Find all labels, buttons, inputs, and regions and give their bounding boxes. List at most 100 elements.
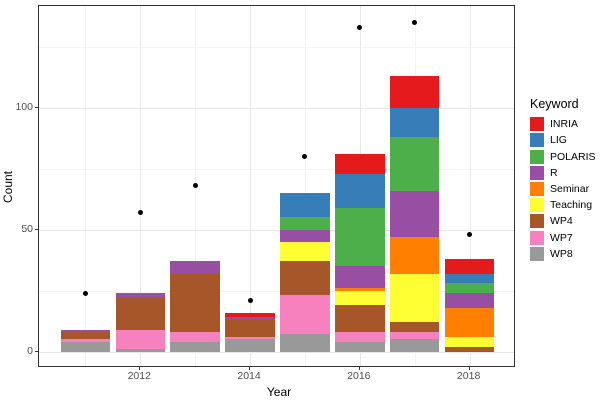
bar-segment-r-2018: [444, 293, 495, 308]
legend-label: INRIA: [550, 118, 579, 131]
x-tick: [139, 367, 141, 370]
bar-segment-wp7-2013: [170, 332, 220, 342]
legend-label: WP4: [550, 215, 573, 228]
gridline-x-major: [469, 6, 471, 366]
bar-segment-wp4-2016: [335, 305, 385, 333]
legend-label: POLARIS: [550, 150, 596, 163]
x-tick: [468, 367, 470, 370]
bar-segment-polaris-2016: [335, 207, 385, 267]
bar-segment-inria-2016: [335, 154, 385, 174]
x-tick-label: 2018: [456, 370, 481, 382]
legend-label: WP8: [550, 247, 573, 260]
bar-segment-r-2015: [280, 229, 330, 242]
legend-item-seminar: Seminar: [530, 182, 600, 197]
x-tick: [358, 367, 360, 370]
bar-segment-wp4-2018: [444, 346, 495, 352]
gridline-y-minor: [39, 46, 514, 48]
bar-segment-wp7-2017: [390, 332, 440, 340]
legend-label: WP7: [550, 231, 573, 244]
gridline-y-major: [39, 351, 514, 353]
bar-segment-wp8-2012: [115, 349, 165, 352]
bar-segment-inria-2017: [390, 76, 440, 108]
bar-segment-lig-2018: [444, 273, 495, 284]
bar-segment-wp4-2014: [225, 319, 275, 337]
gridline-y-major: [39, 107, 514, 109]
legend-label: Seminar: [550, 183, 590, 195]
bar-segment-teaching-2016: [335, 290, 385, 306]
bar-segment-wp8-2015: [280, 334, 330, 352]
data-point-2018: [467, 232, 473, 238]
bar-segment-wp4-2017: [390, 322, 440, 333]
legend-swatch-lig-icon: [530, 133, 544, 148]
bar-segment-inria-2014: [225, 312, 275, 318]
bar-segment-teaching-2015: [280, 241, 330, 262]
legend-swatch-polaris-icon: [530, 149, 544, 164]
data-point-2013: [192, 183, 198, 189]
bar-segment-r-2012: [115, 293, 165, 298]
bar-segment-polaris-2015: [280, 217, 330, 230]
y-tick-label: 0: [27, 344, 33, 357]
legend-item-teaching: Teaching: [530, 198, 600, 213]
bar-segment-lig-2015: [280, 193, 330, 218]
y-tick: [35, 350, 38, 352]
bar-segment-teaching-2018: [444, 336, 495, 347]
bar-segment-wp4-2011: [60, 332, 111, 340]
legend-label: LIG: [550, 134, 567, 147]
bar-segment-seminar-2016: [335, 288, 385, 291]
bar-segment-wp7-2014: [225, 336, 275, 340]
bar-segment-wp7-2012: [115, 329, 165, 350]
x-tick-label: 2016: [347, 370, 371, 382]
bar-segment-inria-2018: [444, 258, 495, 274]
y-tick: [35, 228, 38, 230]
bar-segment-wp4-2013: [170, 273, 220, 333]
gridline-x-major: [250, 6, 252, 366]
x-tick-label: 2012: [127, 370, 151, 382]
bar-segment-seminar-2018: [444, 307, 495, 337]
bar-segment-wp7-2015: [280, 295, 330, 335]
bar-segment-r-2011: [60, 329, 111, 333]
legend-label: R: [550, 166, 558, 179]
bar-segment-wp8-2016: [335, 341, 385, 352]
bar-segment-wp8-2017: [390, 339, 440, 352]
legend-item-wp7: WP7: [530, 230, 600, 245]
y-tick-label: 50: [21, 222, 33, 235]
legend-item-wp4: WP4: [530, 214, 600, 229]
legend-swatch-teaching-icon: [530, 198, 544, 213]
legend-swatch-r-icon: [530, 165, 544, 180]
legend: Keyword INRIA LIG POLARIS R Seminar Teac…: [530, 97, 600, 263]
data-point-2015: [302, 154, 308, 160]
data-point-2011: [82, 290, 88, 296]
legend-item-r: R: [530, 165, 600, 181]
x-tick-label: 2014: [237, 370, 261, 382]
data-point-2017: [412, 19, 418, 25]
gridline-y-major: [39, 229, 514, 231]
legend-swatch-wp7-icon: [530, 230, 544, 245]
bar-segment-wp4-2015: [280, 261, 330, 296]
gridline-y-minor: [39, 290, 514, 292]
bar-segment-wp8-2011: [60, 341, 111, 352]
legend-item-wp8: WP8: [530, 246, 600, 262]
legend-title: Keyword: [530, 97, 579, 111]
bar-segment-seminar-2017: [390, 236, 440, 274]
y-tick-label: 100: [15, 100, 33, 113]
legend-item-polaris: POLARIS: [530, 149, 600, 164]
bar-segment-wp7-2011: [60, 339, 111, 342]
bar-segment-r-2016: [335, 266, 385, 289]
data-point-2016: [357, 24, 363, 30]
legend-label: Teaching: [550, 199, 593, 212]
bar-segment-polaris-2017: [390, 137, 440, 191]
bar-segment-wp8-2013: [170, 341, 220, 352]
legend-item-inria: INRIA: [530, 117, 600, 132]
data-point-2012: [137, 210, 143, 216]
bar-segment-wp8-2014: [225, 339, 275, 352]
bar-segment-polaris-2018: [444, 283, 495, 294]
bar-segment-r-2013: [170, 261, 220, 274]
y-tick: [35, 106, 38, 108]
data-point-2014: [247, 297, 253, 303]
gridline-x-minor: [85, 6, 87, 366]
y-axis-title: Count: [1, 170, 15, 204]
bar-segment-r-2014: [225, 317, 275, 320]
legend-item-lig: LIG: [530, 133, 600, 148]
gridline-x-major: [140, 6, 142, 366]
